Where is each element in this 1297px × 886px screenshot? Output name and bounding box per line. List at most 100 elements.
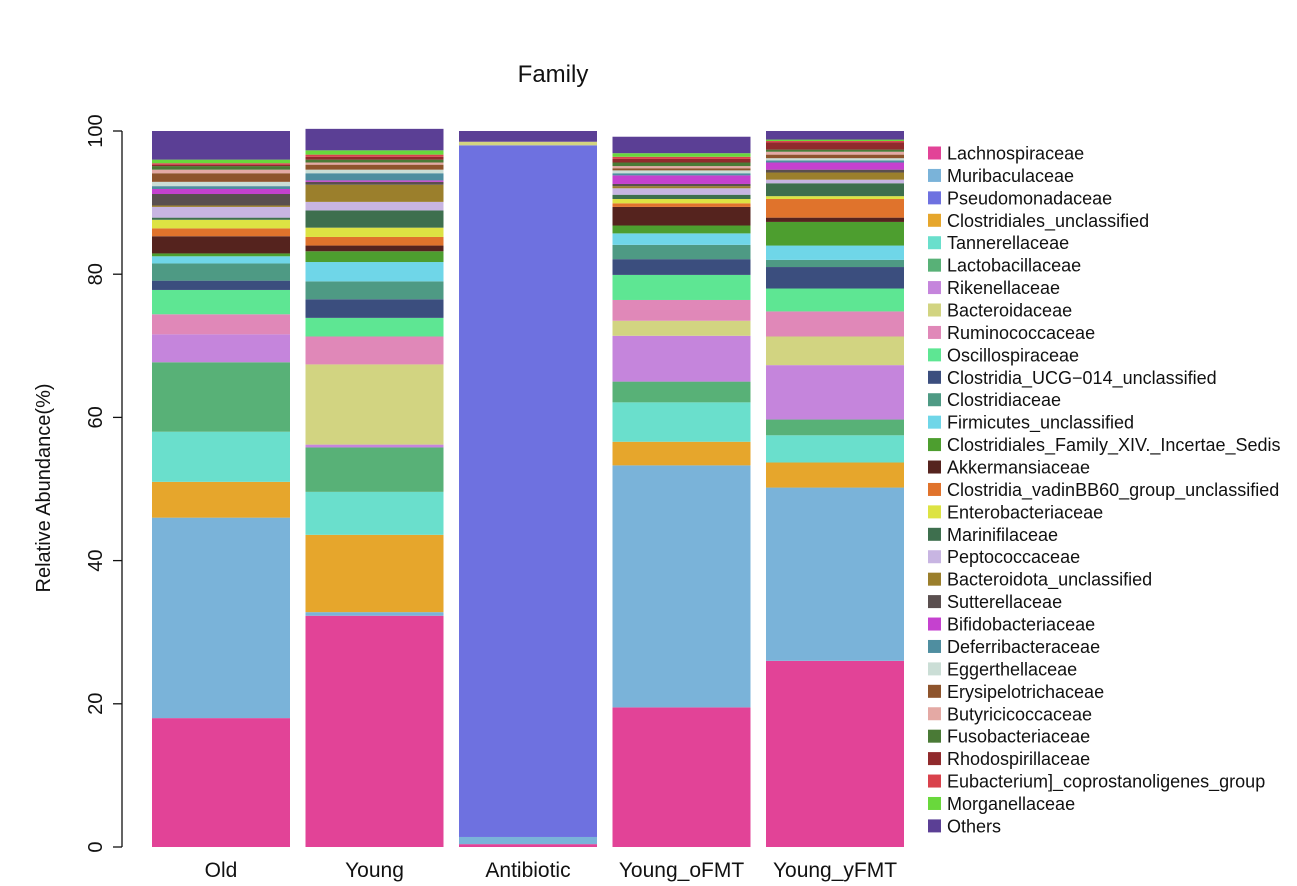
chart-title: Family [518,61,589,88]
x-tick-label: Antibiotic [485,859,570,882]
bar-segment-bacteroidaceae [766,336,904,366]
legend-label: Morganellaceae [947,794,1075,814]
bar-segment-firmicutes-unclassified [305,262,444,282]
bar-segment-ruminococcaceae [305,336,444,365]
bar-segment-enterobacteriaceae [152,219,290,229]
bar-segment-morganellaceae [305,150,444,155]
legend-swatch [928,550,941,564]
legend-item-bifidobacteriaceae: Bifidobacteriaceae [928,615,1095,635]
bar-segment-bacteroidota-unclassified [612,186,751,189]
bar-segment-bacteroidaceae [459,141,597,146]
legend-swatch [928,684,941,698]
legend-label: Eubacterium]_coprostanoligenes_group [947,772,1265,793]
legend-label: Peptococcaceae [947,547,1080,567]
bar-segment-others [459,131,597,142]
legend-swatch [928,505,941,519]
bar-segment-oscillospiraceae [766,288,904,312]
bar-segment-clostridia-vadinbb60-group-unclassified [612,203,751,207]
bar-stack-young [305,128,444,847]
bar-segment-clostridiales-unclassified [612,441,751,466]
bar-segment-clostridiaceae [152,263,290,281]
bar-segment-clostridiaceae [612,244,751,260]
legend-label: Lactobacillaceae [947,256,1081,276]
bar-segment-butyricicoccaceae [152,169,290,174]
legend-label: Eggerthellaceae [947,659,1077,679]
x-tick-label: Young [345,859,404,882]
bar-segment-enterobacteriaceae [612,199,751,204]
legend-swatch [928,707,941,721]
legend-swatch [928,348,941,362]
bar-segment-fusobacteriaceae [612,162,751,167]
legend-swatch [928,796,941,810]
bar-segment-bifidobacteriaceae [612,175,751,184]
bar-segment-enterobacteriaceae [766,196,904,200]
bar-segment-rhodospirillaceae [305,156,444,160]
bar-segment-tannerellaceae [305,491,444,535]
bar-segment-eggerthellaceae [612,170,751,174]
bar-segment-clostridia-vadinbb60-group-unclassified [152,228,290,237]
bar-segment-eubacterium-coprostanoligenes-group [305,154,444,157]
legend-swatch [928,281,941,295]
legend-item-deferribacteraceae: Deferribacteraceae [928,637,1100,657]
legend-swatch [928,662,941,676]
legend-swatch [928,595,941,609]
bar-segment-muribaculaceae [612,465,751,708]
legend-label: Clostridia_UCG−014_unclassified [947,368,1217,389]
bar-segment-lachnospiraceae [459,844,597,847]
y-tick-label: 0 [85,841,107,852]
legend-label: Marinifilaceae [947,525,1058,545]
bar-segment-sutterellaceae [612,183,751,187]
legend-label: Tannerellaceae [947,233,1069,253]
legend-swatch [928,236,941,250]
y-tick-label: 80 [85,263,107,285]
legend-label: Enterobacteriaceae [947,502,1103,522]
bar-segment-eubacterium-coprostanoligenes-group [766,141,904,143]
legend-swatch [928,819,941,833]
bar-segment-bacteroidota-unclassified [152,205,290,207]
legend-label: Erysipelotrichaceae [947,682,1104,702]
legend-label: Rhodospirillaceae [947,749,1090,769]
legend-label: Oscillospiraceae [947,345,1079,365]
legend-swatch [928,213,941,227]
legend-item-firmicutes-unclassified: Firmicutes_unclassified [928,413,1134,434]
bar-segment-firmicutes-unclassified [152,256,290,264]
bar-segment-lactobacillaceae [305,447,444,492]
bar-segment-rikenellaceae [152,334,290,363]
bar-segment-erysipelotrichaceae [766,154,904,159]
bar-segment-oscillospiraceae [305,317,444,337]
bar-segment-sutterellaceae [305,181,444,185]
bar-segment-sutterellaceae [766,169,904,173]
bar-segment-bacteroidota-unclassified [305,184,444,202]
bar-segment-deferribacteraceae [305,173,444,181]
legend: LachnospiraceaeMuribaculaceaePseudomonad… [928,144,1281,836]
legend-swatch [928,527,941,541]
y-axis-label: Relative Abundance(%) [33,383,55,592]
legend-item-morganellaceae: Morganellaceae [928,794,1075,814]
legend-label: Fusobacteriaceae [947,727,1090,747]
bar-segment-bacteroidota-unclassified [766,172,904,180]
legend-swatch [928,438,941,452]
legend-swatch [928,482,941,496]
bar-stack-young-yfmt [766,131,904,847]
legend-item-clostridiaceae: Clostridiaceae [928,390,1061,410]
bar-segment-clostridiales-family-xiv-incertae-sedis [612,225,751,234]
bar-segment-morganellaceae [612,153,751,157]
bar-segment-clostridiales-family-xiv-incertae-sedis [152,253,290,257]
bar-segment-eubacterium-coprostanoligenes-group [612,156,751,159]
legend-item-butyricicoccaceae: Butyricicoccaceae [928,704,1092,724]
legend-item-enterobacteriaceae: Enterobacteriaceae [928,502,1103,522]
legend-label: Ruminococcaceae [947,323,1095,343]
bar-segment-erysipelotrichaceae [305,164,444,170]
legend-swatch [928,752,941,766]
y-tick-label: 20 [85,693,107,715]
bar-segment-clostridia-ucg-014-unclassified [305,299,444,318]
bar-segment-butyricicoccaceae [305,162,444,165]
bar-segment-ruminococcaceae [766,311,904,337]
bar-segment-erysipelotrichaceae [152,173,290,182]
bar-segment-peptococcaceae [766,179,904,184]
legend-label: Clostridiaceae [947,390,1061,410]
legend-swatch [928,729,941,743]
bar-segment-tannerellaceae [612,402,751,442]
legend-item-peptococcaceae: Peptococcaceae [928,547,1080,567]
